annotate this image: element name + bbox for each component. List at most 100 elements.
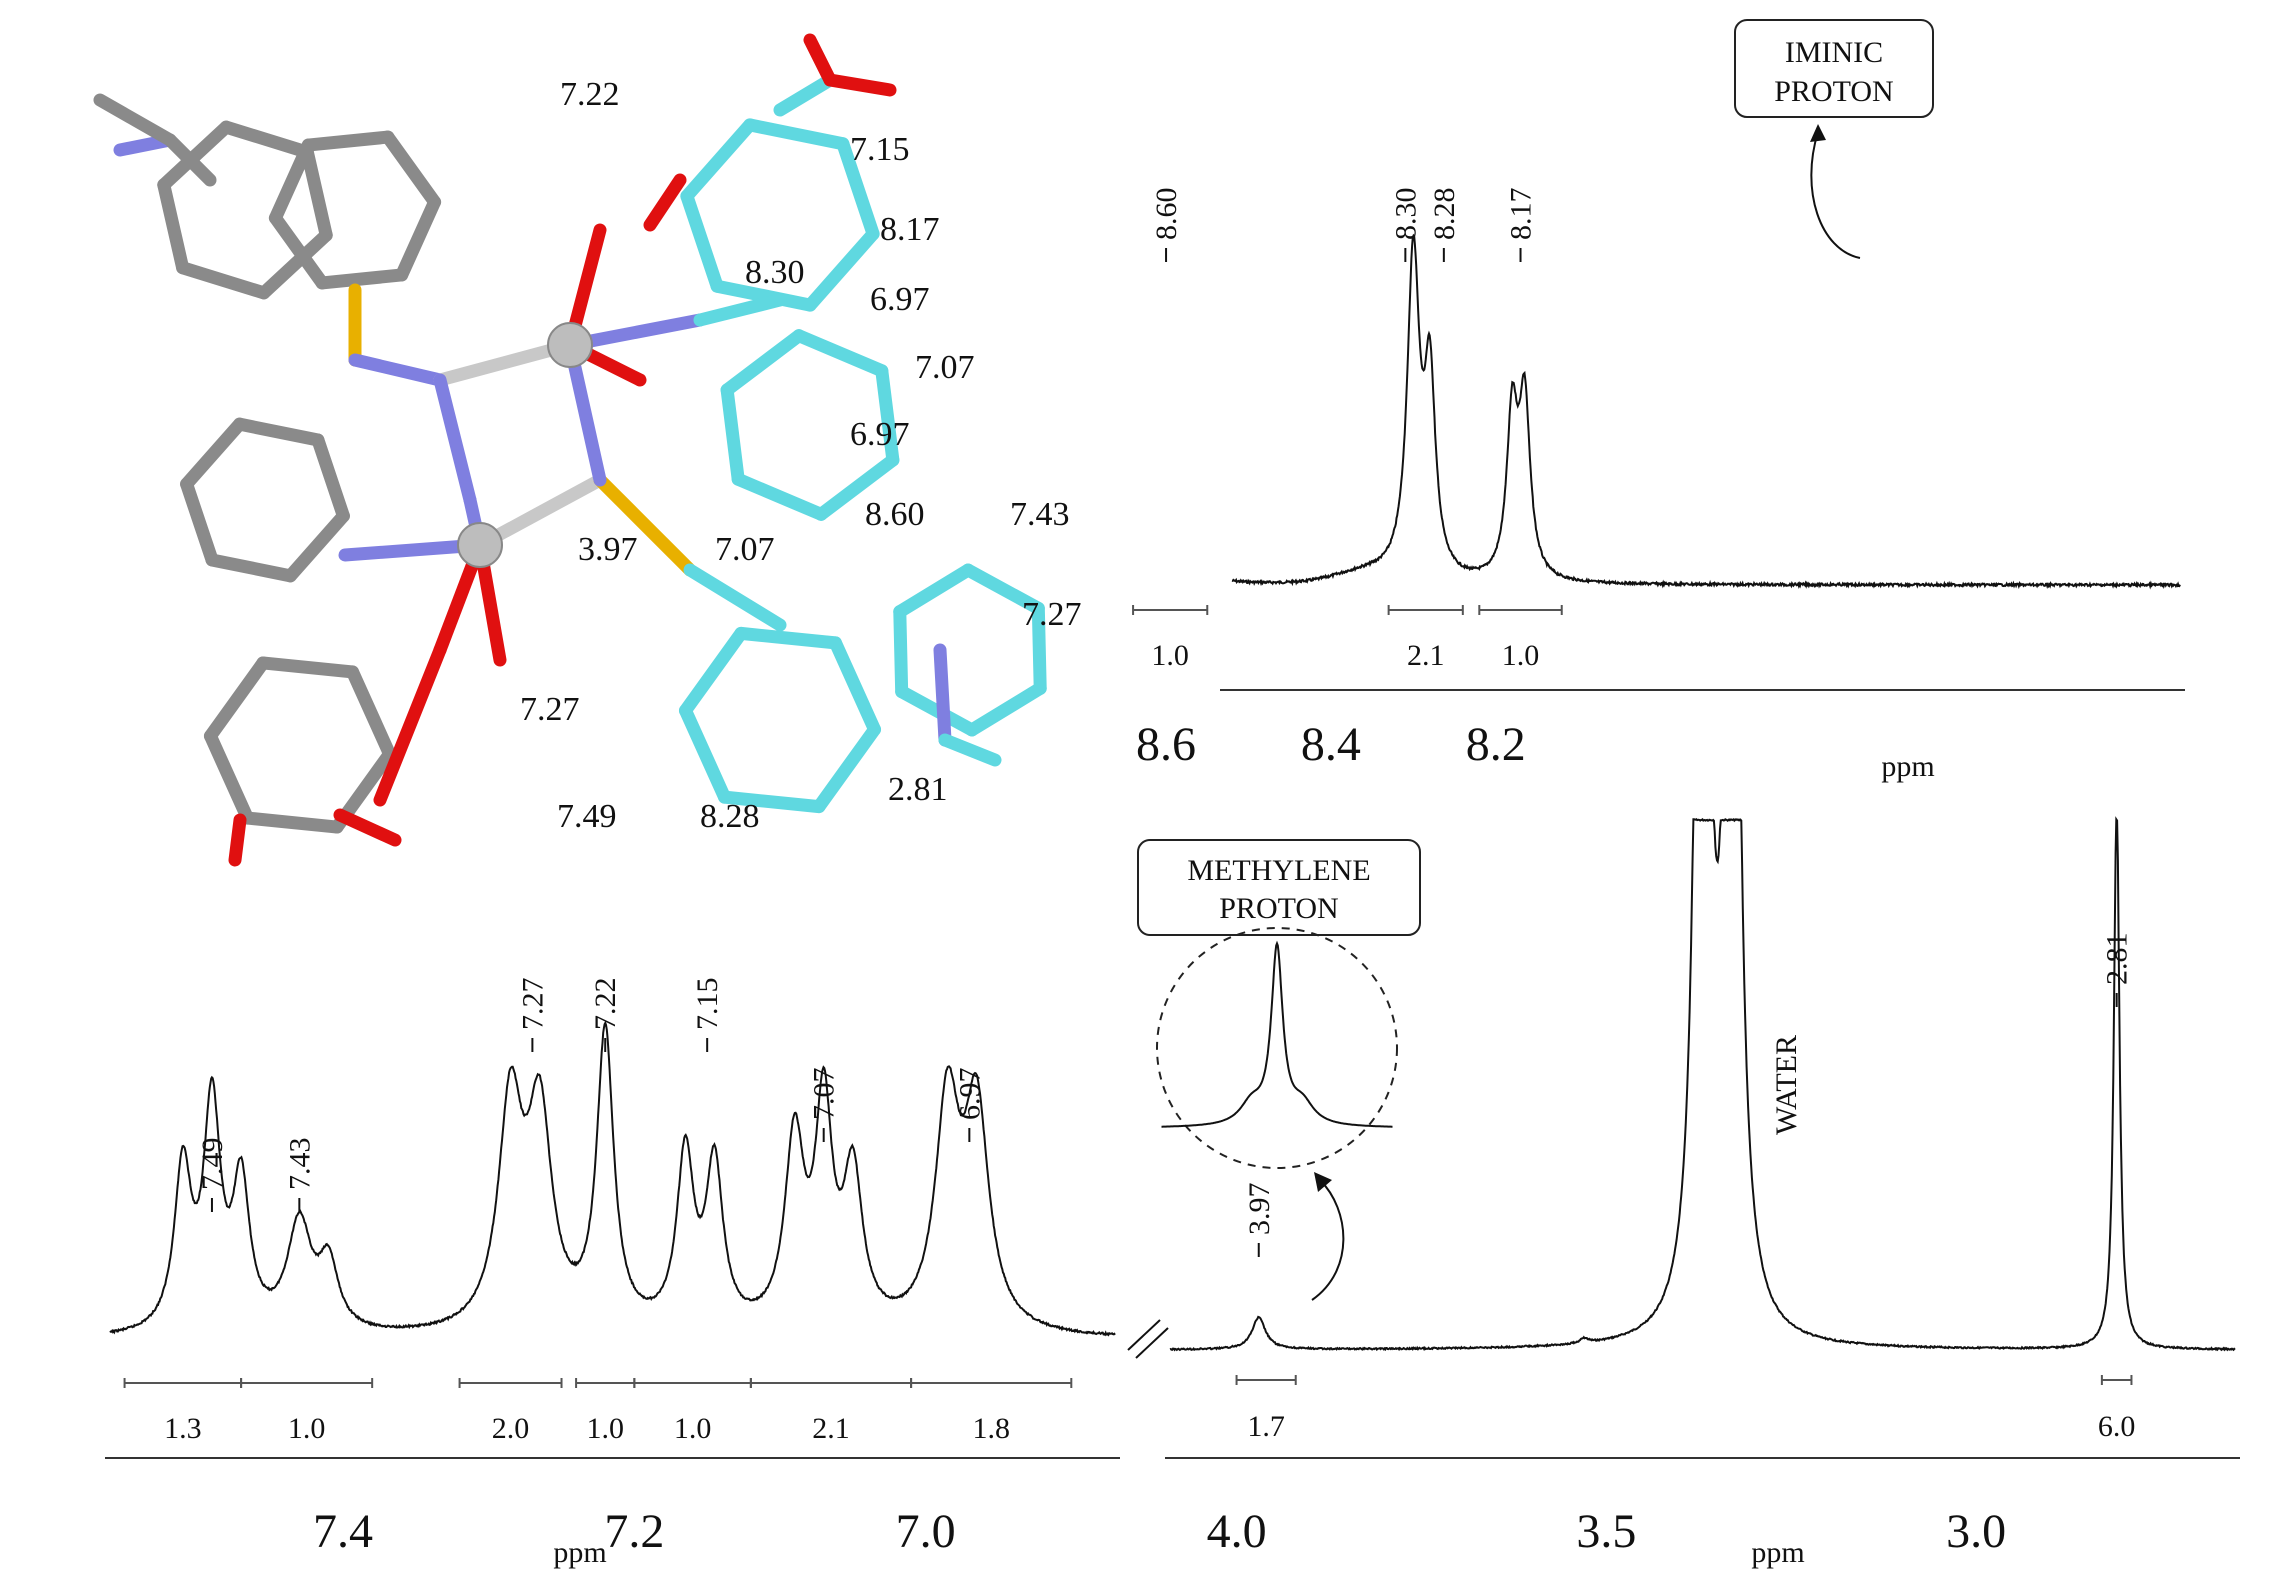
peak-labels: 3.97 2.81	[1243, 933, 2134, 1257]
bond	[683, 563, 787, 632]
bond	[743, 118, 850, 151]
x-tick-label: 8.2	[1466, 718, 1526, 771]
annotation-line-1: METHYLENE	[1187, 854, 1370, 887]
zoom-circle	[1156, 927, 1398, 1169]
peak-label-text: 7.27	[516, 978, 549, 1031]
integral-regions: 1.0 2.1 1.0	[1132, 605, 1563, 672]
methylene-annotation: METHYLENE PROTON	[1137, 839, 1421, 1301]
peak-label: 8.30	[1389, 188, 1422, 262]
axis-break-icon	[1127, 1319, 1169, 1359]
peak-label: 6.97	[953, 1068, 986, 1142]
x-tick-label: 3.5	[1576, 1505, 1636, 1558]
structure-shift-label: 6.97	[870, 281, 930, 318]
nmr-spectrum-aliphatic: 3.97 2.81 1.7 6.0 4.0 3.5 3.0 ppm WATER METH…	[1127, 816, 2240, 1569]
bond	[176, 261, 271, 300]
structure-shift-label: 8.17	[880, 211, 940, 248]
peak-label: 7.27	[516, 978, 549, 1052]
annotation-box	[1734, 19, 1934, 118]
integral-value: 2.1	[1407, 639, 1445, 672]
peak-label-text: 8.17	[1505, 188, 1538, 241]
bond	[720, 383, 745, 486]
bond	[381, 130, 442, 209]
bond	[93, 93, 177, 147]
bond	[836, 137, 880, 241]
bond	[300, 145, 333, 242]
peak-label: 7.15	[691, 978, 724, 1052]
bond	[710, 279, 817, 312]
structure-shift-label: 8.60	[865, 496, 925, 533]
metal-atom	[547, 322, 593, 368]
peak-label-text: 7.15	[691, 978, 724, 1031]
integral-region: 1.0	[1478, 605, 1563, 672]
integral-value: 6.0	[2098, 1410, 2136, 1443]
structure-shift-label: 7.07	[915, 349, 975, 386]
integral-value: 1.0	[288, 1412, 326, 1445]
structure-shift-label: 2.81	[888, 771, 948, 808]
peak-label-text: 6.97	[953, 1068, 986, 1121]
integral-region: 1.8	[910, 1378, 1073, 1445]
iminic-annotation: IMINIC PROTON	[1734, 19, 1934, 259]
peak-labels: 7.49 7.43 7.27 7.22 7.15 7.07 6.97	[196, 978, 986, 1212]
annotation-arrow	[1311, 1179, 1345, 1301]
integral-value: 1.8	[972, 1412, 1010, 1445]
integral-value: 2.0	[492, 1412, 530, 1445]
annotation-arrow	[1810, 131, 1861, 259]
integral-value: 1.7	[1247, 1410, 1285, 1443]
structure-shift-label: 7.07	[715, 531, 775, 568]
structure-shift-label: 7.15	[850, 131, 910, 168]
spectrum-trace	[1169, 816, 2236, 1352]
bond	[257, 228, 333, 300]
bond	[803, 227, 880, 312]
annotation-line-1: IMINIC	[1785, 36, 1883, 69]
bond	[219, 120, 314, 159]
peak-label-text: 7.07	[808, 1068, 841, 1121]
nmr-spectrum-aromatic-imine: 8.60 8.30 8.28 8.17 1.0 2.1 1.0 8.6 8.4 8.2 ppm…	[1132, 19, 2185, 783]
peak-label-text: 7.49	[196, 1138, 229, 1191]
bond	[203, 729, 254, 825]
peak-label-text: 8.30	[1389, 188, 1422, 241]
structure-shift-label: 7.27	[1022, 596, 1082, 633]
bond	[731, 472, 828, 521]
integral-value: 1.0	[586, 1412, 624, 1445]
bond	[228, 813, 247, 867]
x-tick-labels: 4.0 3.5 3.0	[1207, 1505, 2007, 1558]
integral-regions: 1.3 1.0 2.0 1.0 1.0 2.1 1.8	[123, 1378, 1073, 1445]
peak-label-text: 8.28	[1428, 188, 1461, 241]
integral-region: 1.7	[1235, 1375, 1297, 1443]
metal-atom	[457, 522, 503, 568]
peak-label: 7.22	[589, 978, 622, 1052]
bond	[346, 665, 397, 761]
bond	[203, 656, 270, 743]
peak-label: 8.17	[1505, 188, 1538, 262]
x-tick-label: 8.4	[1301, 718, 1361, 771]
bond	[893, 563, 975, 619]
arrow-head-icon	[1810, 124, 1826, 142]
bond	[828, 636, 882, 736]
integral-value: 2.1	[812, 1412, 850, 1445]
structure-shift-label: 3.97	[578, 531, 638, 568]
integral-value: 1.0	[1502, 639, 1540, 672]
peak-label-text: 8.60	[1150, 188, 1183, 241]
structure-shift-label: 7.43	[1010, 496, 1070, 533]
bond	[693, 293, 787, 327]
x-axis-label: ppm	[553, 1536, 606, 1569]
bond	[348, 353, 447, 387]
x-tick-label: 8.6	[1136, 718, 1196, 771]
bond	[373, 643, 447, 807]
x-axis-label: ppm	[1751, 1536, 1804, 1569]
bond	[812, 722, 882, 814]
bond	[233, 417, 325, 447]
integral-region: 1.0	[240, 1378, 374, 1445]
water-label: WATER	[1770, 1035, 1803, 1135]
bond	[240, 811, 344, 834]
structure-shift-label: 7.22	[560, 76, 620, 113]
integral-value: 1.0	[1151, 639, 1189, 672]
structure-shift-label: 7.49	[557, 798, 617, 835]
bond	[803, 33, 837, 87]
bond	[895, 685, 979, 737]
peak-label-text: 7.22	[589, 978, 622, 1031]
integral-region: 2.1	[749, 1378, 913, 1445]
integral-region: 1.3	[123, 1378, 243, 1445]
x-tick-label: 7.0	[896, 1505, 956, 1558]
bond	[311, 433, 350, 523]
